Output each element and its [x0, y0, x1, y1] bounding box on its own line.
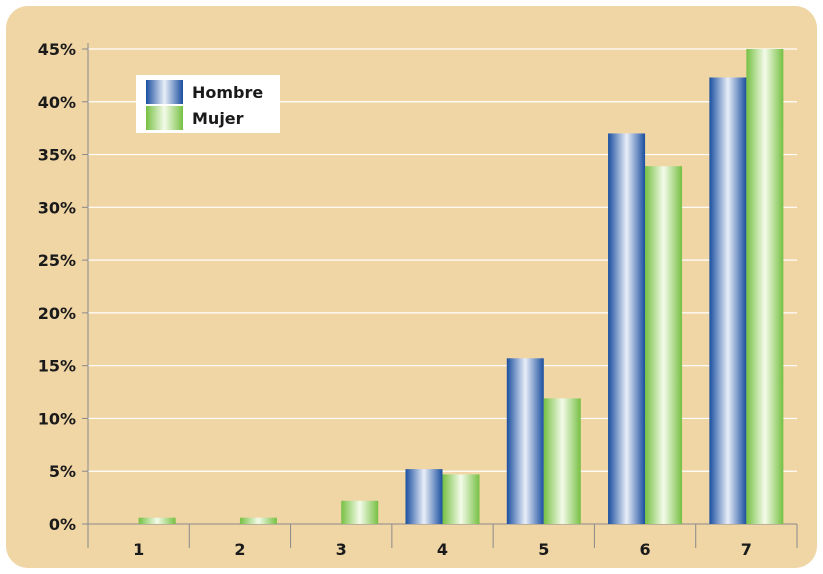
x-tick-label: 3 — [336, 540, 347, 559]
y-tick-label: 30% — [38, 198, 76, 217]
y-tick-label: 40% — [38, 93, 76, 112]
bar-mujer-6 — [645, 166, 683, 524]
legend: Hombre Mujer — [136, 75, 280, 133]
x-tick-label: 5 — [538, 540, 549, 559]
legend-swatch-mujer — [146, 106, 183, 130]
y-tick-label: 20% — [38, 304, 76, 323]
bar-hombre-7 — [709, 77, 747, 524]
x-tick-label: 7 — [741, 540, 752, 559]
y-tick-label: 0% — [49, 515, 76, 534]
y-tick-label: 45% — [38, 40, 76, 59]
bars — [138, 49, 784, 524]
y-tick-label: 35% — [38, 146, 76, 165]
axes — [82, 43, 798, 548]
y-tick-label: 10% — [38, 409, 76, 428]
x-tick-label: 6 — [640, 540, 651, 559]
legend-label-hombre: Hombre — [192, 83, 263, 102]
bar-mujer-4 — [442, 474, 480, 524]
bar-mujer-5 — [543, 398, 581, 524]
bar-mujer-7 — [746, 49, 784, 524]
y-tick-labels: 0% 5% 10% 15% 20% 25% 30% 35% 40% 45% — [38, 40, 76, 534]
x-tick-label: 4 — [437, 540, 448, 559]
y-tick-label: 25% — [38, 251, 76, 270]
x-tick-label: 2 — [234, 540, 245, 559]
bar-hombre-4 — [405, 469, 443, 524]
bar-hombre-6 — [608, 133, 646, 524]
legend-swatch-hombre — [146, 80, 183, 104]
bar-hombre-5 — [506, 358, 544, 524]
bar-mujer-2 — [239, 517, 277, 524]
legend-label-mujer: Mujer — [192, 109, 244, 128]
bar-mujer-3 — [341, 500, 379, 524]
bar-mujer-1 — [138, 517, 176, 524]
y-tick-label: 15% — [38, 357, 76, 376]
x-tick-label: 1 — [133, 540, 144, 559]
x-tick-labels: 1 2 3 4 5 6 7 — [133, 540, 752, 559]
y-tick-label: 5% — [49, 462, 76, 481]
